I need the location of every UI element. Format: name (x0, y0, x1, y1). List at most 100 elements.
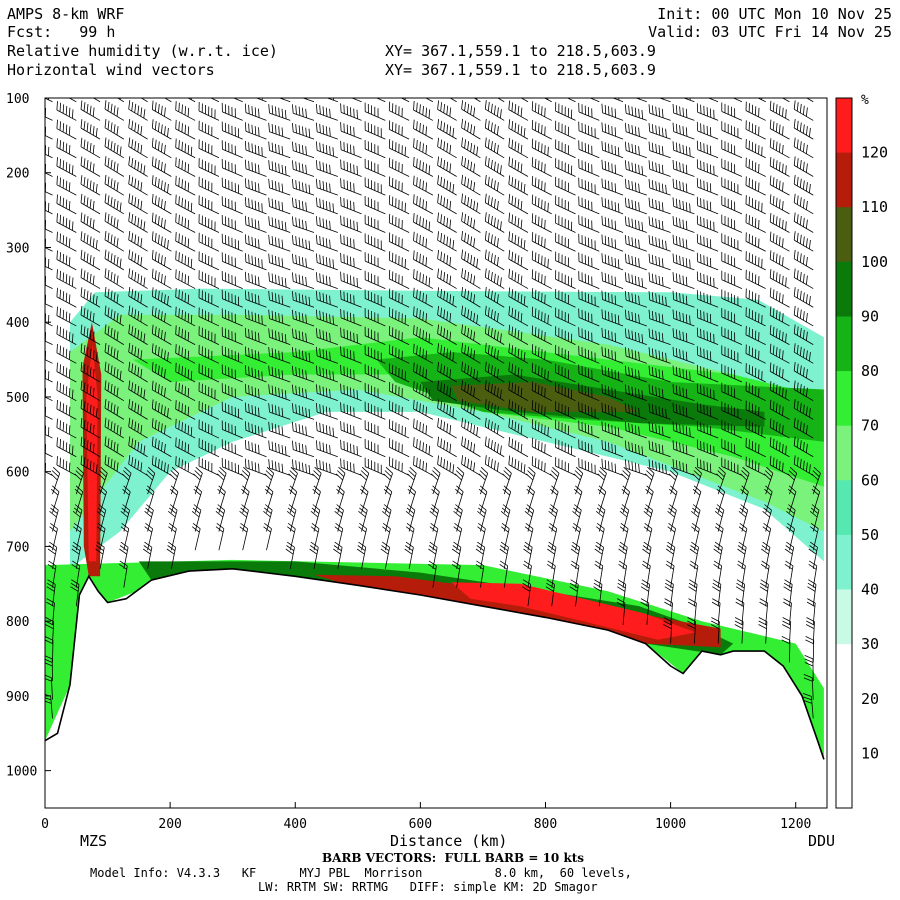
barb-feather (104, 230, 107, 240)
barb-feather (217, 473, 225, 481)
barb-feather (144, 541, 153, 548)
barb-feather (175, 381, 177, 391)
barb-feather (628, 292, 630, 302)
barb-feather (478, 504, 487, 511)
barb-feather (68, 163, 71, 173)
barb-feather (528, 466, 536, 474)
wind-barb (316, 103, 338, 121)
wind-barb (168, 522, 177, 551)
barb-feather (552, 466, 560, 474)
barb-feather (422, 218, 424, 228)
barb-feather (428, 333, 431, 343)
barb-feather (454, 507, 462, 514)
barb-feather (271, 348, 274, 358)
barb-feather (59, 270, 61, 280)
barb-staff (316, 467, 338, 476)
barb-staff (413, 408, 434, 420)
barb-feather (337, 470, 345, 477)
barb-feather (116, 275, 119, 285)
barb-staff (316, 187, 338, 196)
barb-feather (193, 488, 201, 496)
barb-feather (258, 314, 260, 324)
barb-staff (340, 186, 362, 196)
barb-feather (128, 380, 131, 390)
wind-barb (437, 119, 457, 140)
wind-barb (268, 197, 291, 215)
wind-barb (578, 140, 600, 159)
wind-barb (508, 119, 529, 140)
barb-feather (514, 178, 517, 188)
barb-feather (298, 125, 301, 135)
barb-feather (316, 216, 318, 226)
barb-feather (628, 348, 630, 358)
barb-feather (416, 214, 418, 224)
barb-feather (541, 124, 543, 134)
barb-feather (429, 526, 438, 533)
barb-feather (281, 351, 284, 361)
barb-feather (92, 275, 95, 285)
wind-barb (508, 193, 529, 215)
barb-feather (520, 256, 523, 267)
barb-feather (443, 216, 446, 226)
barb-feather (161, 386, 163, 396)
wind-barb (198, 101, 220, 121)
wind-barb (245, 197, 267, 215)
wind-barb (413, 437, 434, 458)
barb-feather (308, 184, 311, 194)
barb-feather (437, 249, 439, 259)
barb-feather (70, 586, 79, 592)
barb-feather (113, 367, 116, 377)
barb-staff (56, 296, 77, 308)
barb-feather (497, 425, 499, 435)
barb-feather (68, 369, 71, 379)
barb-feather (685, 127, 688, 137)
wind-barb (74, 466, 84, 495)
barb-feather (679, 218, 681, 228)
barb-feather (59, 140, 61, 150)
barb-feather (449, 331, 452, 341)
wind-barb (164, 98, 172, 103)
barb-feather (184, 274, 186, 284)
barb-feather (275, 424, 277, 434)
barb-feather (104, 380, 107, 390)
barb-feather (178, 364, 180, 374)
barb-feather (181, 403, 183, 413)
barb-feather (665, 296, 667, 306)
barb-staff (340, 467, 362, 476)
barb-feather (240, 522, 248, 530)
barb-feather (62, 141, 65, 151)
barb-feather (640, 586, 649, 592)
barb-feather (544, 275, 546, 285)
barb-feather (120, 526, 129, 533)
barb-feather (176, 83, 177, 92)
barb-feather (425, 425, 427, 435)
barb-staff (45, 452, 53, 458)
barb-staff (673, 149, 695, 159)
barb-staff (485, 239, 505, 252)
barb-feather (473, 424, 476, 435)
barb-staff (56, 371, 77, 383)
wind-barb (555, 344, 576, 364)
barb-staff (56, 259, 77, 271)
barb-feather (494, 311, 496, 321)
barb-feather (245, 421, 247, 431)
barb-feather (254, 387, 257, 397)
wind-barb (221, 439, 243, 458)
barb-feather (87, 85, 88, 94)
barb-feather (325, 219, 328, 229)
barb-feather (452, 545, 461, 552)
wind-barb (292, 328, 315, 346)
barb-feather (508, 212, 511, 222)
barb-feather (638, 463, 640, 473)
barb-feather (278, 238, 280, 248)
barb-staff (437, 389, 457, 402)
barb-staff (340, 411, 362, 420)
barb-feather (305, 146, 307, 156)
barb-feather (308, 464, 311, 475)
barb-feather (473, 107, 476, 117)
barb-feather (385, 466, 393, 474)
barb-feather (520, 462, 523, 472)
barb-feather (68, 145, 71, 155)
barb-feather (248, 254, 250, 264)
wind-barb (45, 313, 53, 327)
